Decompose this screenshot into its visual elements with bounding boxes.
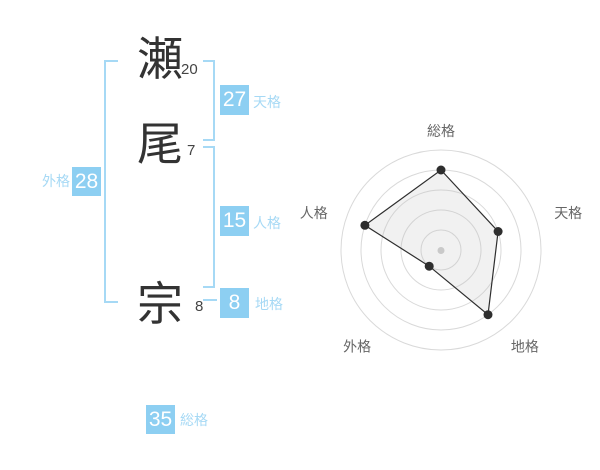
radar-ring xyxy=(420,229,462,271)
radar-data-point xyxy=(493,227,503,236)
radar-data-polygon xyxy=(363,169,499,316)
tenkaku-value-badge: 27 xyxy=(220,85,249,115)
radar-ring xyxy=(400,209,482,291)
name-char-3-strokes: 8 xyxy=(195,298,204,315)
chikaku-label: 地格 xyxy=(255,296,283,312)
radar-axis-label: 天格 xyxy=(554,205,582,221)
name-char-2: 尾 xyxy=(137,118,183,170)
chikaku-tick xyxy=(203,299,217,301)
radar-data-point xyxy=(483,310,493,320)
chikaku-value-badge: 8 xyxy=(220,288,249,318)
radar-center-dot xyxy=(437,247,445,254)
soukaku-value-badge: 35 xyxy=(146,405,175,434)
radar-ring xyxy=(340,149,542,351)
radar-data-point xyxy=(436,165,446,175)
name-char-1: 瀬 xyxy=(137,33,183,85)
jinkaku-value-badge: 15 xyxy=(220,206,249,236)
radar-ring xyxy=(360,169,522,331)
tenkaku-bracket xyxy=(203,60,215,141)
jinkaku-bracket xyxy=(203,146,215,288)
radar-axis-label: 地格 xyxy=(511,338,539,354)
jinkaku-label: 人格 xyxy=(253,215,281,231)
gaikaku-value-badge: 28 xyxy=(72,167,101,196)
radar-axis-label: 総格 xyxy=(427,123,455,139)
radar-ring xyxy=(380,189,502,311)
name-char-3: 宗 xyxy=(137,278,183,330)
soukaku-label: 総格 xyxy=(180,412,208,428)
gaikaku-bracket xyxy=(104,60,118,303)
name-char-1-strokes: 20 xyxy=(181,61,198,78)
radar-axis-label: 外格 xyxy=(343,338,371,354)
tenkaku-label: 天格 xyxy=(253,94,281,110)
name-char-2-strokes: 7 xyxy=(187,142,196,159)
radar-data-point xyxy=(360,220,370,230)
gaikaku-label: 外格 xyxy=(42,173,70,189)
radar-axis-label: 人格 xyxy=(300,205,328,221)
radar-data-point xyxy=(424,261,434,271)
